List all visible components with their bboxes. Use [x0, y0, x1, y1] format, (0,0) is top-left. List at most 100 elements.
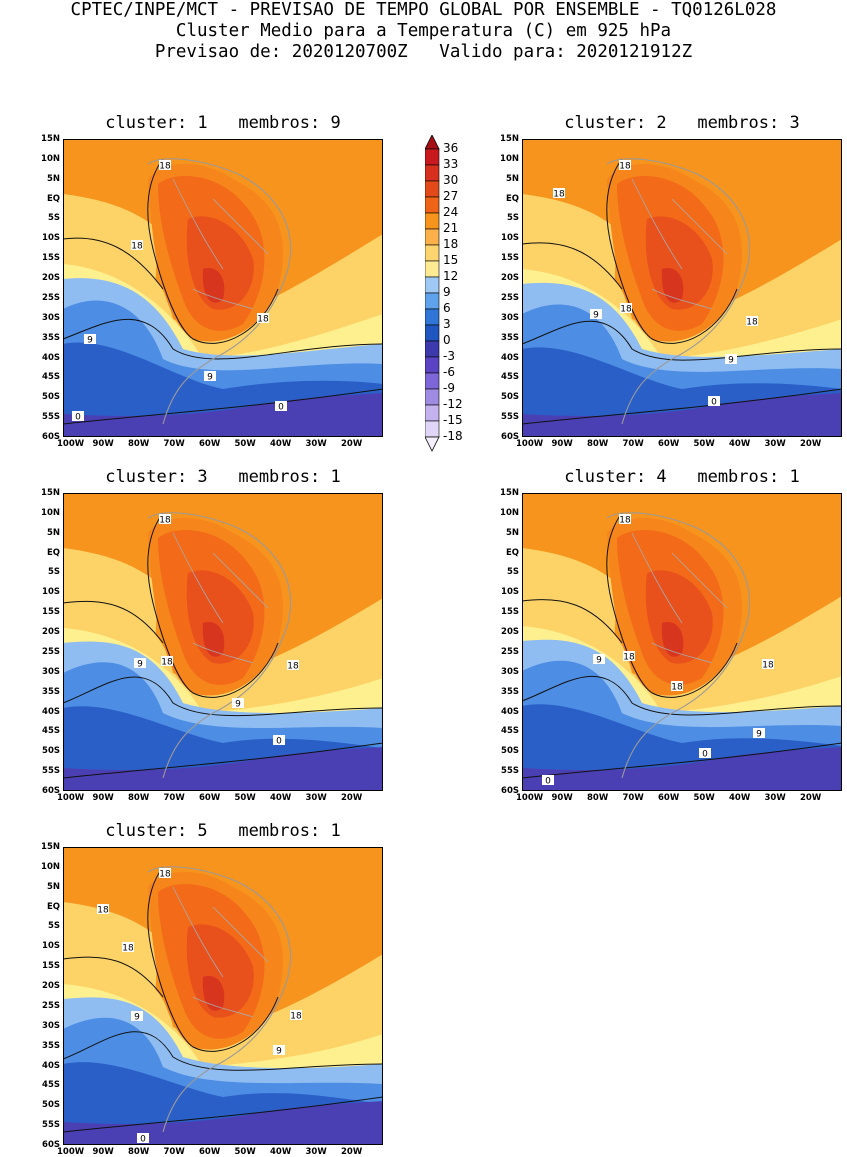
colorbar-bottom-triangle [425, 436, 440, 452]
lon-tick-label: 50W [234, 793, 256, 803]
lon-tick-label: 40W [270, 439, 292, 449]
lon-tick-label: 50W [693, 439, 715, 449]
lon-tick-label: 40W [729, 439, 751, 449]
lat-tick-label: 20S [42, 627, 60, 638]
colorbar-level-label: -6 [443, 365, 455, 379]
colorbar-level-label: -9 [443, 381, 455, 395]
contour-label-text: 0 [702, 750, 708, 760]
panel-title: cluster: 2 membros: 3 [564, 113, 800, 133]
contour-label-text: 9 [276, 1047, 282, 1057]
temperature-map-panel: 18 18 18 18 9 9 0 0 [522, 493, 842, 791]
lat-tick-label: 50S [501, 746, 519, 757]
contour-label-text: 0 [140, 1135, 146, 1145]
lat-tick-label: 60S [42, 786, 60, 796]
colorbar-swatch [425, 340, 440, 358]
contour-label: 9 [725, 354, 737, 366]
lon-tick-label: 70W [622, 439, 644, 449]
lat-tick-label: 45S [501, 372, 519, 383]
lon-tick-label: 90W [92, 793, 114, 803]
lon-tick-label: 80W [587, 439, 609, 449]
contour-label: 0 [72, 411, 84, 423]
contour-label-text: 18 [122, 944, 134, 954]
contour-label-text: 9 [756, 730, 762, 740]
colorbar-level-label: 27 [443, 189, 459, 203]
lon-tick-label: 30W [305, 793, 327, 803]
lat-tick-label: 5N [46, 173, 60, 184]
panel-title: cluster: 3 membros: 1 [105, 467, 341, 487]
contour-label-text: 18 [620, 305, 632, 315]
lon-tick-label: 60W [199, 439, 221, 449]
lon-tick-label: 40W [270, 793, 292, 803]
lon-tick-label: 40W [270, 1147, 292, 1157]
lat-tick-label: 55S [501, 412, 519, 423]
lon-tick-label: 90W [551, 439, 573, 449]
colorbar-level-label: 36 [443, 141, 459, 155]
lat-tick-label: 10N [500, 153, 519, 164]
lat-tick-label: 35S [42, 332, 60, 343]
lat-tick-label: 15S [42, 961, 60, 972]
contour-label: 18 [553, 188, 565, 200]
contour-label: 18 [122, 942, 134, 954]
lat-tick-label: EQ [505, 193, 519, 204]
lat-tick-label: 10N [41, 153, 60, 164]
contour-label: 9 [232, 698, 244, 710]
contour-label: 18 [131, 240, 143, 252]
lat-tick-label: 40S [501, 706, 519, 717]
contour-label: 9 [593, 654, 605, 666]
lon-tick-label: 80W [587, 793, 609, 803]
temperature-map-panel: 18 18 18 18 9 9 0 [63, 847, 383, 1145]
lat-tick-label: 10N [500, 507, 519, 518]
colorbar-level-label: 0 [443, 333, 451, 347]
colorbar-swatch [425, 260, 440, 278]
contour-label: 18 [623, 651, 635, 663]
contour-label: 18 [159, 868, 171, 880]
lon-tick-label: 50W [234, 439, 256, 449]
lon-tick-label: 20W [341, 439, 363, 449]
contour-label: 18 [619, 160, 631, 172]
lat-tick-label: 30S [42, 1020, 60, 1031]
colorbar-swatch [425, 292, 440, 310]
lat-tick-label: 10S [42, 233, 60, 244]
lat-tick-label: 20S [42, 273, 60, 284]
contour-label-text: 9 [207, 373, 213, 383]
contour-label-text: 9 [134, 1013, 140, 1023]
lon-tick-label: 80W [128, 793, 150, 803]
lat-tick-label: 50S [42, 1100, 60, 1111]
contour-label-text: 9 [87, 336, 93, 346]
contour-label-text: 9 [137, 660, 143, 670]
contour-label-text: 0 [276, 737, 282, 747]
contour-label: 9 [84, 334, 96, 346]
contour-label: 9 [753, 728, 765, 740]
contour-label: 0 [699, 748, 711, 760]
lat-tick-label: 20S [501, 273, 519, 284]
header-line-3: Previsao de: 2020120700Z Valido para: 20… [154, 42, 693, 62]
lat-tick-label: 45S [42, 726, 60, 737]
contour-label-text: 0 [75, 413, 81, 423]
lat-tick-label: 45S [501, 726, 519, 737]
lon-tick-label: 60W [199, 1147, 221, 1157]
lat-tick-label: 50S [42, 746, 60, 757]
lat-tick-label: 25S [42, 646, 60, 657]
contour-label: 0 [708, 396, 720, 408]
contour-label-text: 18 [257, 315, 269, 325]
contour-label-text: 18 [619, 162, 631, 172]
panel-title: cluster: 1 membros: 9 [105, 113, 341, 133]
lat-tick-label: 15N [500, 134, 519, 144]
lat-tick-label: 50S [42, 392, 60, 403]
lon-tick-label: 50W [693, 793, 715, 803]
lon-tick-label: 70W [163, 1147, 185, 1157]
contour-label-text: 18 [131, 242, 143, 252]
lat-tick-label: 5S [47, 921, 60, 932]
lat-tick-label: 35S [42, 1040, 60, 1051]
lat-tick-label: 15N [500, 488, 519, 498]
colorbar-swatch [425, 356, 440, 374]
lat-tick-label: 45S [42, 1080, 60, 1091]
colorbar-level-label: 9 [443, 285, 451, 299]
lon-tick-label: 20W [800, 439, 822, 449]
lon-tick-label: 100W [57, 793, 85, 803]
contour-label: 0 [275, 401, 287, 413]
lat-tick-label: 5N [46, 527, 60, 538]
colorbar-swatch [425, 180, 440, 198]
lat-tick-label: 15N [41, 134, 60, 144]
contour-label-text: 18 [762, 661, 774, 671]
